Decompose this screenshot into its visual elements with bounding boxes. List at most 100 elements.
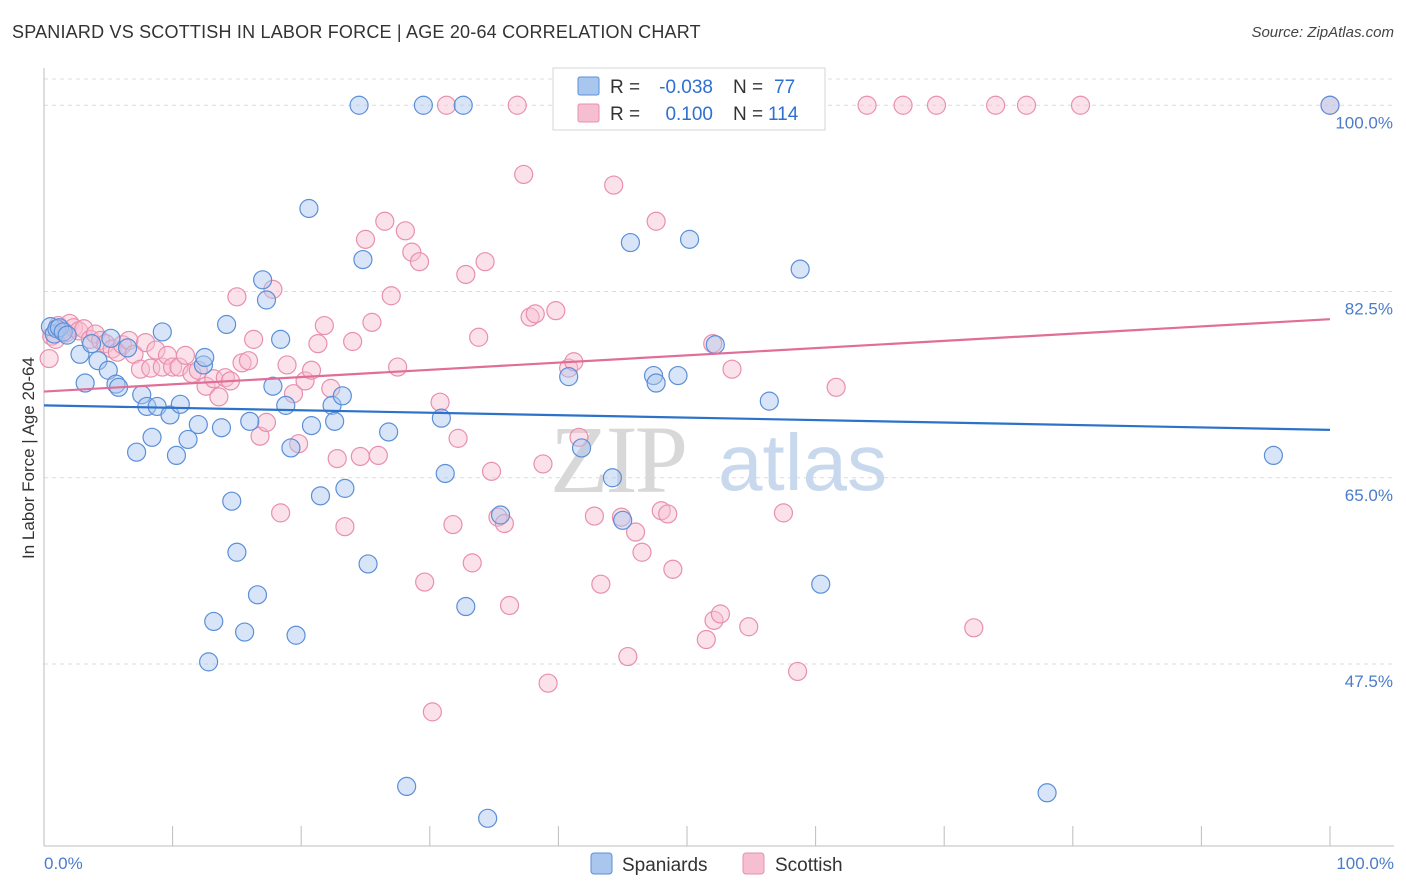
scottish-point [456, 264, 476, 285]
scottish-point [625, 522, 646, 542]
x-tick-labels: 0.0% 100.0% [44, 854, 1394, 873]
spaniard-point [620, 232, 641, 253]
scottish-point [514, 164, 534, 185]
spaniard-point [88, 351, 108, 371]
scottish-point [135, 332, 156, 353]
chart-title: SPANIARD VS SCOTTISH IN LABOR FORCE | AG… [12, 22, 701, 42]
spaniard-point [559, 367, 579, 387]
y-tick-label: 47.5% [1345, 672, 1393, 691]
spaniard-point [286, 625, 306, 645]
spaniard-point [358, 554, 378, 574]
trend-lines [43, 318, 1331, 431]
spaniard-point [101, 328, 121, 348]
spaniard-point [193, 355, 214, 375]
scottish-point [618, 646, 638, 667]
spaniards-points [40, 95, 1340, 828]
scottish-point [256, 412, 277, 433]
scottish-point [584, 506, 605, 526]
spaniard-point [1263, 445, 1284, 466]
scottish-point [1070, 95, 1091, 115]
scottish-point [355, 229, 376, 249]
spaniard-point [204, 611, 224, 632]
scottish-point [209, 387, 229, 407]
source-credit: Source: ZipAtlas.com [1251, 24, 1394, 41]
spaniard-point [790, 259, 810, 279]
spaniard-point [222, 491, 242, 511]
scottish-point [244, 329, 264, 349]
legend-swatch-scottish [577, 103, 600, 123]
spaniard-point [643, 365, 664, 386]
y-tick-label: 100.0% [1335, 113, 1393, 132]
x-tick-label-min: 0.0% [44, 854, 83, 873]
scottish-point [301, 360, 322, 380]
scottish-point [507, 95, 527, 115]
spaniard-point [453, 95, 473, 115]
legend-label-spaniards: Spaniards [622, 855, 708, 876]
spaniard-point [170, 394, 190, 414]
spaniard-point [195, 347, 215, 368]
scottish-point [85, 324, 106, 344]
y-tick-labels: 47.5% 65.0% 82.5% 100.0% [1335, 113, 1393, 691]
scottish-point [646, 211, 666, 231]
scottish-point [475, 252, 495, 272]
scottish-point [525, 304, 545, 324]
scottish-point [430, 392, 450, 412]
scottish-point [481, 461, 502, 481]
legend-r-label-2: R = [610, 104, 640, 125]
spaniard-point [335, 478, 355, 498]
scottish-point [893, 95, 913, 115]
scottish-point [448, 428, 468, 448]
spaniard-point [435, 463, 455, 484]
spaniard-point [759, 391, 779, 411]
legend-n-value-1: 77 [774, 77, 795, 98]
scottish-point [787, 661, 808, 682]
spaniard-point [240, 411, 260, 431]
spaniard-point [271, 329, 291, 349]
spaniard-point [1320, 95, 1340, 115]
scottish-point [773, 503, 794, 523]
spaniard-point [235, 622, 255, 642]
series-legend: Spaniards Scottish [590, 852, 843, 876]
scottish-point [39, 348, 59, 369]
scottish-point [63, 318, 84, 338]
scottish-point [604, 175, 624, 195]
scottish-point [74, 319, 94, 339]
scottish-point [327, 448, 347, 469]
spaniard-point [57, 325, 77, 345]
scottish-point [926, 95, 947, 115]
scottish-point [314, 315, 334, 336]
y-axis-label: In Labor Force | Age 20-64 [19, 357, 38, 559]
spaniard-point [571, 438, 592, 458]
scottish-point [658, 504, 678, 524]
spaniard-point [397, 776, 417, 796]
spaniard-point [211, 418, 232, 438]
spaniard-point [478, 808, 498, 828]
legend-n-value-2: 114 [768, 104, 799, 125]
scottish-point [469, 327, 489, 347]
legend-n-label-1: N = [733, 77, 763, 98]
scottish-point [739, 617, 759, 637]
spaniard-point [413, 95, 433, 115]
scottish-point [146, 340, 166, 360]
scottish-point [163, 357, 183, 377]
spaniard-point [332, 386, 352, 406]
scottish-point [986, 95, 1006, 115]
spaniard-point [1037, 783, 1057, 803]
scottish-point [436, 95, 457, 115]
spaniard-point [602, 468, 623, 488]
scottish-point [350, 446, 370, 467]
spaniard-point [75, 373, 95, 393]
spaniard-point [325, 411, 345, 431]
spaniard-point [247, 585, 268, 605]
spaniards-trend-line [43, 404, 1331, 431]
spaniard-point [705, 335, 725, 355]
spaniard-point [263, 376, 283, 396]
legend-swatch-spaniards-bottom [590, 852, 613, 875]
scottish-point [533, 454, 553, 474]
spaniard-point [178, 429, 198, 450]
scottish-point [277, 355, 297, 375]
watermark: ZIP atlas [550, 406, 887, 513]
legend-swatch-scottish-bottom [742, 852, 765, 875]
spaniard-point [811, 574, 831, 594]
